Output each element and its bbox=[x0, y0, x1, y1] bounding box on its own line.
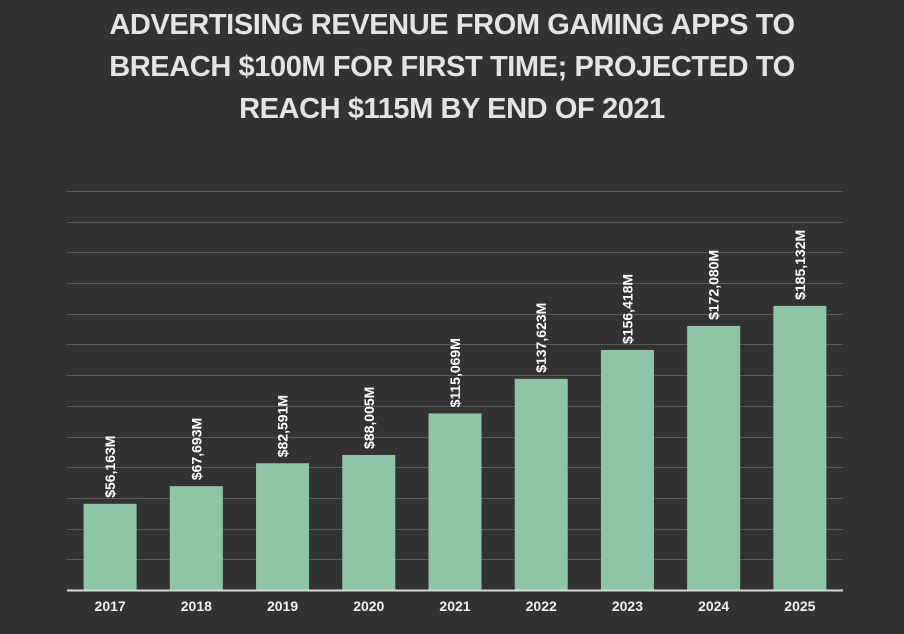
chart-title: ADVERTISING REVENUE FROM GAMING APPS TO … bbox=[109, 9, 795, 125]
data-label: $88,005M bbox=[361, 387, 377, 449]
x-tick-label: 2017 bbox=[95, 598, 126, 614]
bar bbox=[514, 378, 568, 590]
x-tick-label: 2025 bbox=[784, 598, 815, 614]
x-tick-label: 2024 bbox=[698, 598, 729, 614]
x-tick-label: 2019 bbox=[267, 598, 298, 614]
data-label: $156,418M bbox=[619, 274, 635, 344]
bar bbox=[169, 486, 223, 590]
data-label: $137,623M bbox=[533, 303, 549, 373]
data-label: $56,163M bbox=[102, 436, 118, 498]
x-tick-label: 2021 bbox=[439, 598, 470, 614]
bar bbox=[342, 454, 396, 590]
bar bbox=[773, 305, 827, 590]
x-tick-label: 2020 bbox=[353, 598, 384, 614]
bar bbox=[600, 349, 654, 590]
bar bbox=[687, 325, 741, 590]
data-label: $172,080M bbox=[706, 250, 722, 320]
x-tick-label: 2022 bbox=[526, 598, 557, 614]
data-label: $67,693M bbox=[188, 418, 204, 480]
bar bbox=[428, 413, 482, 590]
data-label: $185,132M bbox=[792, 230, 808, 300]
bar bbox=[256, 463, 310, 590]
data-label: $82,591M bbox=[275, 395, 291, 457]
bar bbox=[83, 503, 137, 590]
data-label: $115,069M bbox=[447, 338, 463, 407]
x-tick-label: 2023 bbox=[612, 598, 643, 614]
x-tick-label: 2018 bbox=[181, 598, 212, 614]
